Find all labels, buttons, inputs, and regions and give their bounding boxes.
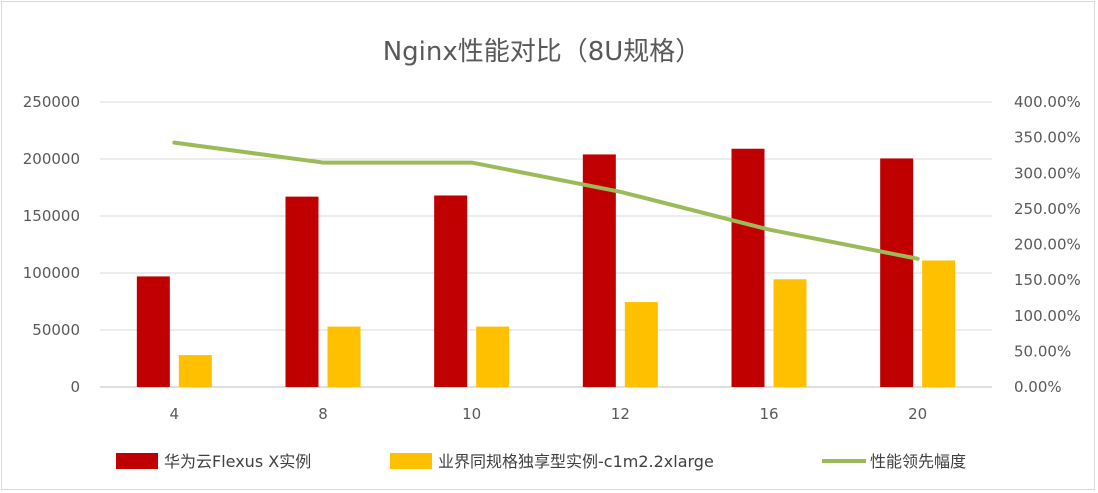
bar <box>922 260 956 387</box>
x-axis-tick-label: 20 <box>908 405 927 423</box>
left-axis: 0 50000 100000 150000 200000 250000 <box>23 93 80 396</box>
legend-swatch <box>390 453 432 469</box>
right-axis-tick-label: 150.00% <box>1014 271 1081 289</box>
bar <box>880 158 914 387</box>
x-axis-tick-label: 4 <box>170 405 180 423</box>
x-axis-tick-label: 10 <box>462 405 481 423</box>
left-axis-tick-label: 200000 <box>23 150 80 168</box>
bars <box>136 148 956 387</box>
bar <box>178 355 212 387</box>
line-series-path <box>172 140 920 261</box>
legend: 华为云Flexus X实例 业界同规格独享型实例-c1m2.2xlarge 性能领先… <box>116 452 966 471</box>
right-axis-tick-label: 250.00% <box>1014 200 1081 218</box>
bar <box>285 196 319 387</box>
right-axis-tick-label: 200.00% <box>1014 236 1081 254</box>
gridlines <box>100 101 992 388</box>
bar <box>434 195 468 387</box>
legend-swatch <box>116 453 158 469</box>
bar <box>136 276 170 387</box>
right-axis-tick-label: 350.00% <box>1014 129 1081 147</box>
legend-item: 性能领先幅度 <box>822 452 966 471</box>
left-axis-tick-label: 250000 <box>23 93 80 111</box>
left-axis-tick-label: 150000 <box>23 207 80 225</box>
x-axis-tick-label: 16 <box>759 405 778 423</box>
legend-label: 性能领先幅度 <box>870 452 966 471</box>
legend-item: 业界同规格独享型实例-c1m2.2xlarge <box>390 452 714 471</box>
left-axis-tick-label: 0 <box>70 378 80 396</box>
x-axis-tick-label: 12 <box>611 405 630 423</box>
right-axis-tick-label: 100.00% <box>1014 307 1081 325</box>
line-series <box>172 140 920 261</box>
legend-item: 华为云Flexus X实例 <box>116 452 311 471</box>
right-axis-tick-label: 300.00% <box>1014 164 1081 182</box>
right-axis-tick-label: 50.00% <box>1014 342 1071 360</box>
left-axis-tick-label: 50000 <box>32 321 80 339</box>
x-axis: 4 8 10 12 16 20 <box>170 405 928 423</box>
legend-label: 业界同规格独享型实例-c1m2.2xlarge <box>438 452 714 471</box>
bar <box>327 326 361 387</box>
right-axis-tick-label: 0.00% <box>1014 378 1062 396</box>
left-axis-tick-label: 100000 <box>23 264 80 282</box>
x-axis-tick-label: 8 <box>318 405 328 423</box>
legend-label: 华为云Flexus X实例 <box>164 452 311 471</box>
bar <box>773 279 807 387</box>
right-axis-tick-label: 400.00% <box>1014 93 1081 111</box>
bar <box>582 154 616 387</box>
bar <box>624 302 658 387</box>
bar <box>476 326 510 387</box>
right-axis: 0.00% 50.00% 100.00% 150.00% 200.00% 250.00% 3… <box>1014 93 1081 396</box>
chart-title: Nginx性能对比（8U规格） <box>383 37 702 67</box>
bar <box>731 148 765 387</box>
